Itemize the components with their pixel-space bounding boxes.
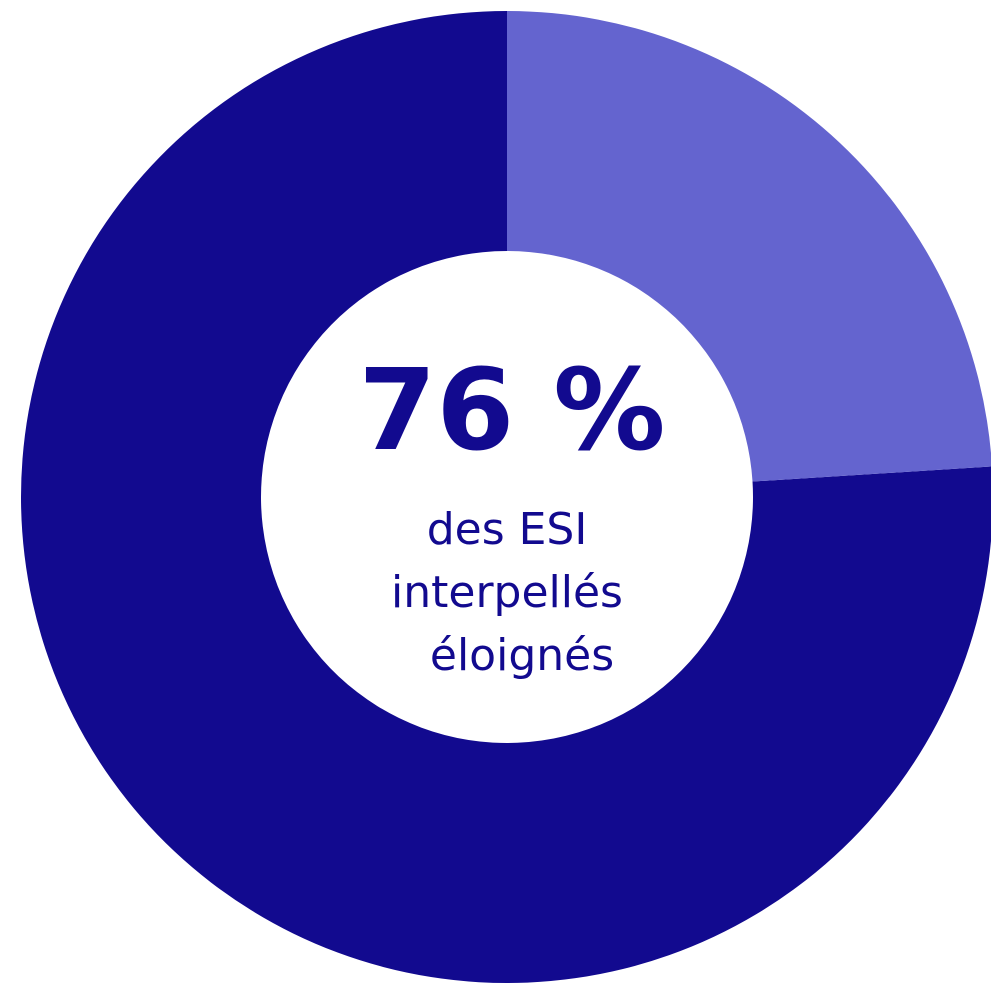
- center-caption: des ESI: [427, 504, 588, 555]
- slice: [507, 11, 991, 482]
- center-caption: éloignés: [430, 630, 614, 681]
- center-value-label: 76 %: [358, 346, 665, 476]
- center-caption: interpellés: [391, 567, 623, 618]
- slice: [21, 11, 991, 983]
